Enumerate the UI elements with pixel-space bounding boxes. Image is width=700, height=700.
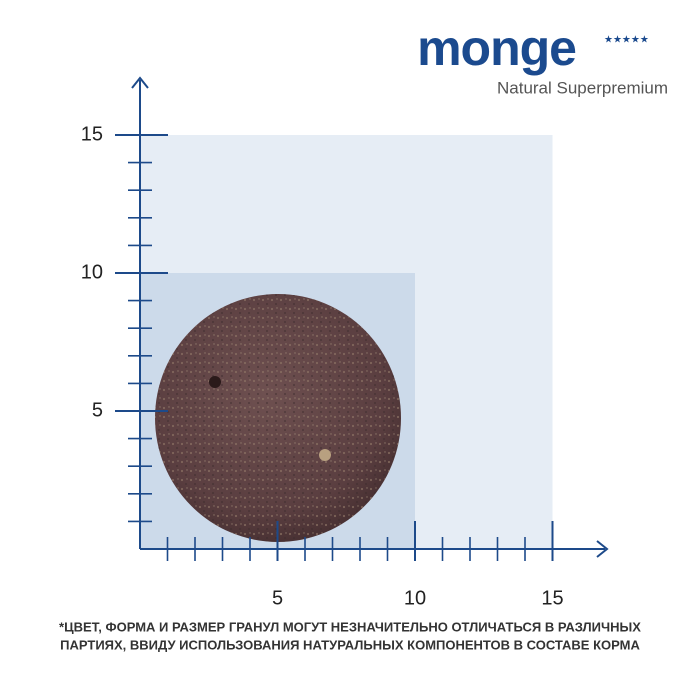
x-tick-label: 15	[541, 587, 563, 609]
x-arrow	[596, 540, 609, 558]
tagline: Natural Superpremium	[497, 78, 668, 97]
kibble-hole	[209, 376, 221, 388]
brand: monge	[417, 20, 576, 76]
note-line: ПАРТИЯХ, ВВИДУ ИСПОЛЬЗОВАНИЯ НАТУРАЛЬНЫХ…	[60, 637, 640, 652]
y-tick-label: 5	[92, 399, 103, 421]
x-tick-label: 5	[272, 587, 283, 609]
stars: ★★★★★	[604, 35, 649, 46]
note-line: *ЦВЕТ, ФОРМА И РАЗМЕР ГРАНУЛ МОГУТ НЕЗНА…	[59, 619, 641, 634]
y-tick-label: 15	[81, 123, 103, 145]
y-arrow	[131, 76, 149, 89]
kibble-grain	[319, 449, 331, 461]
x-tick-label: 10	[404, 587, 426, 609]
kibble-texture	[155, 294, 401, 542]
y-tick-label: 10	[81, 261, 103, 283]
